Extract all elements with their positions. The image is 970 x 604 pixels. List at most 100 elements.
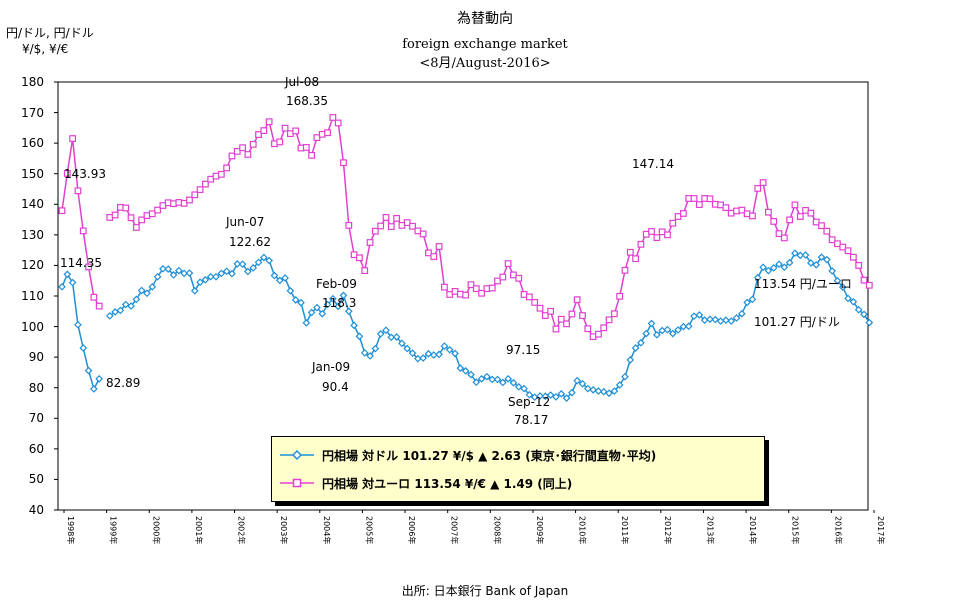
usd-data-point bbox=[520, 384, 528, 393]
usd-data-point bbox=[244, 267, 252, 276]
eur-data-point bbox=[605, 316, 613, 324]
eur-data-point bbox=[637, 240, 645, 248]
eur-data-point bbox=[839, 243, 847, 251]
usd-data-point bbox=[865, 318, 874, 327]
y-tick-label: 130 bbox=[21, 227, 44, 242]
usd-data-point bbox=[95, 375, 104, 383]
usd-data-point bbox=[663, 325, 672, 334]
usd-data-point bbox=[743, 298, 752, 307]
annotation-eur-2000: 143.93 bbox=[64, 167, 106, 181]
eur-data-point bbox=[228, 152, 236, 160]
usd-data-point bbox=[461, 367, 470, 375]
usd-data-point bbox=[164, 265, 173, 273]
usd-data-point bbox=[435, 350, 443, 359]
x-tick-label: 2010年 bbox=[578, 516, 588, 544]
annotation-usd-peak-month: Jun-07 bbox=[226, 215, 265, 229]
usd-data-point bbox=[568, 388, 576, 397]
usd-data-point bbox=[90, 385, 98, 393]
usd-data-point bbox=[366, 352, 374, 360]
usd-data-point bbox=[265, 256, 273, 265]
eur-data-point bbox=[122, 204, 130, 212]
eur-data-point bbox=[844, 247, 852, 255]
x-tick-label: 2008年 bbox=[492, 516, 502, 544]
usd-data-point bbox=[684, 322, 693, 331]
usd-data-point bbox=[546, 391, 555, 399]
usd-data-point bbox=[318, 309, 327, 318]
usd-data-point bbox=[313, 303, 321, 312]
eur-data-point bbox=[541, 312, 549, 319]
y-tick-label: 100 bbox=[21, 319, 44, 334]
eur-data-point bbox=[419, 230, 427, 238]
usd-data-point bbox=[838, 283, 847, 291]
usd-data-point bbox=[58, 282, 66, 291]
eur-data-point bbox=[63, 170, 71, 177]
eur-data-point bbox=[69, 135, 77, 142]
usd-data-point bbox=[153, 272, 162, 281]
usd-data-point bbox=[764, 266, 773, 275]
annotation-eur-2014: 147.14 bbox=[632, 157, 674, 171]
eur-data-point bbox=[818, 222, 825, 230]
usd-data-point bbox=[791, 249, 799, 258]
eur-data-point bbox=[584, 325, 592, 333]
legend-eur-label: 円相場 対ユーロ 113.54 ¥/€ ▲ 1.49 (同上) bbox=[322, 476, 573, 491]
usd-data-point bbox=[355, 332, 364, 341]
eur-data-point bbox=[754, 184, 762, 192]
x-tick-label: 2017年 bbox=[876, 516, 886, 544]
eur-data-point bbox=[610, 310, 618, 318]
usd-data-point bbox=[621, 372, 629, 381]
eur-data-point bbox=[239, 144, 246, 152]
usd-data-point bbox=[105, 312, 114, 320]
eur-data-point bbox=[488, 284, 496, 292]
eur-data-point bbox=[265, 118, 273, 126]
usd-data-point bbox=[196, 278, 204, 287]
usd-data-point bbox=[785, 258, 794, 267]
eur-data-point bbox=[812, 218, 820, 226]
eur-data-point bbox=[690, 195, 698, 202]
x-tick-label: 2012年 bbox=[663, 516, 673, 544]
usd-data-point bbox=[259, 253, 268, 262]
usd-data-point bbox=[467, 370, 475, 379]
eur-data-point bbox=[796, 213, 804, 220]
y-axis-unit-symbol: ¥/$, ¥/€ bbox=[22, 42, 69, 56]
usd-data-point bbox=[456, 364, 465, 372]
eur-data-point bbox=[233, 147, 241, 155]
usd-data-point bbox=[594, 387, 603, 395]
usd-data-point bbox=[445, 345, 454, 354]
eur-data-point bbox=[90, 293, 98, 301]
annotation-eur-peak-value: 168.35 bbox=[286, 94, 328, 108]
usd-data-point bbox=[212, 272, 220, 281]
eur-data-point bbox=[531, 299, 539, 306]
eur-data-point bbox=[653, 234, 661, 242]
usd-data-point bbox=[706, 315, 714, 324]
y-tick-label: 120 bbox=[21, 258, 44, 273]
x-tick-label: 1999年 bbox=[109, 516, 119, 544]
eur-data-point bbox=[791, 201, 799, 209]
legend-usd-marker-icon bbox=[280, 449, 314, 461]
eur-data-point bbox=[276, 138, 284, 146]
usd-data-point bbox=[775, 260, 783, 269]
x-tick-label: 2005年 bbox=[364, 516, 374, 544]
usd-data-point bbox=[419, 354, 428, 362]
legend-item-eur: 円相場 対ユーロ 113.54 ¥/€ ▲ 1.49 (同上) bbox=[280, 473, 572, 493]
usd-data-point bbox=[812, 260, 821, 269]
eur-data-point bbox=[217, 170, 225, 178]
series-line bbox=[61, 138, 100, 307]
eur-data-point bbox=[154, 206, 162, 214]
eur-data-point bbox=[600, 324, 608, 332]
x-tick-label: 2002年 bbox=[237, 516, 247, 544]
usd-data-point bbox=[323, 300, 332, 309]
eur-data-point bbox=[441, 283, 448, 291]
usd-data-point bbox=[536, 392, 544, 400]
eur-data-point bbox=[775, 230, 783, 238]
eur-data-point bbox=[58, 207, 66, 215]
eur-data-point bbox=[669, 219, 677, 227]
usd-data-point bbox=[653, 330, 661, 339]
usd-data-point bbox=[844, 294, 852, 303]
eur-data-point bbox=[706, 195, 714, 203]
y-tick-label: 60 bbox=[28, 441, 44, 456]
y-tick-label: 80 bbox=[28, 380, 44, 395]
y-tick-label: 180 bbox=[21, 75, 44, 89]
x-tick-label: 2015年 bbox=[791, 516, 801, 544]
eur-data-point bbox=[749, 212, 756, 220]
